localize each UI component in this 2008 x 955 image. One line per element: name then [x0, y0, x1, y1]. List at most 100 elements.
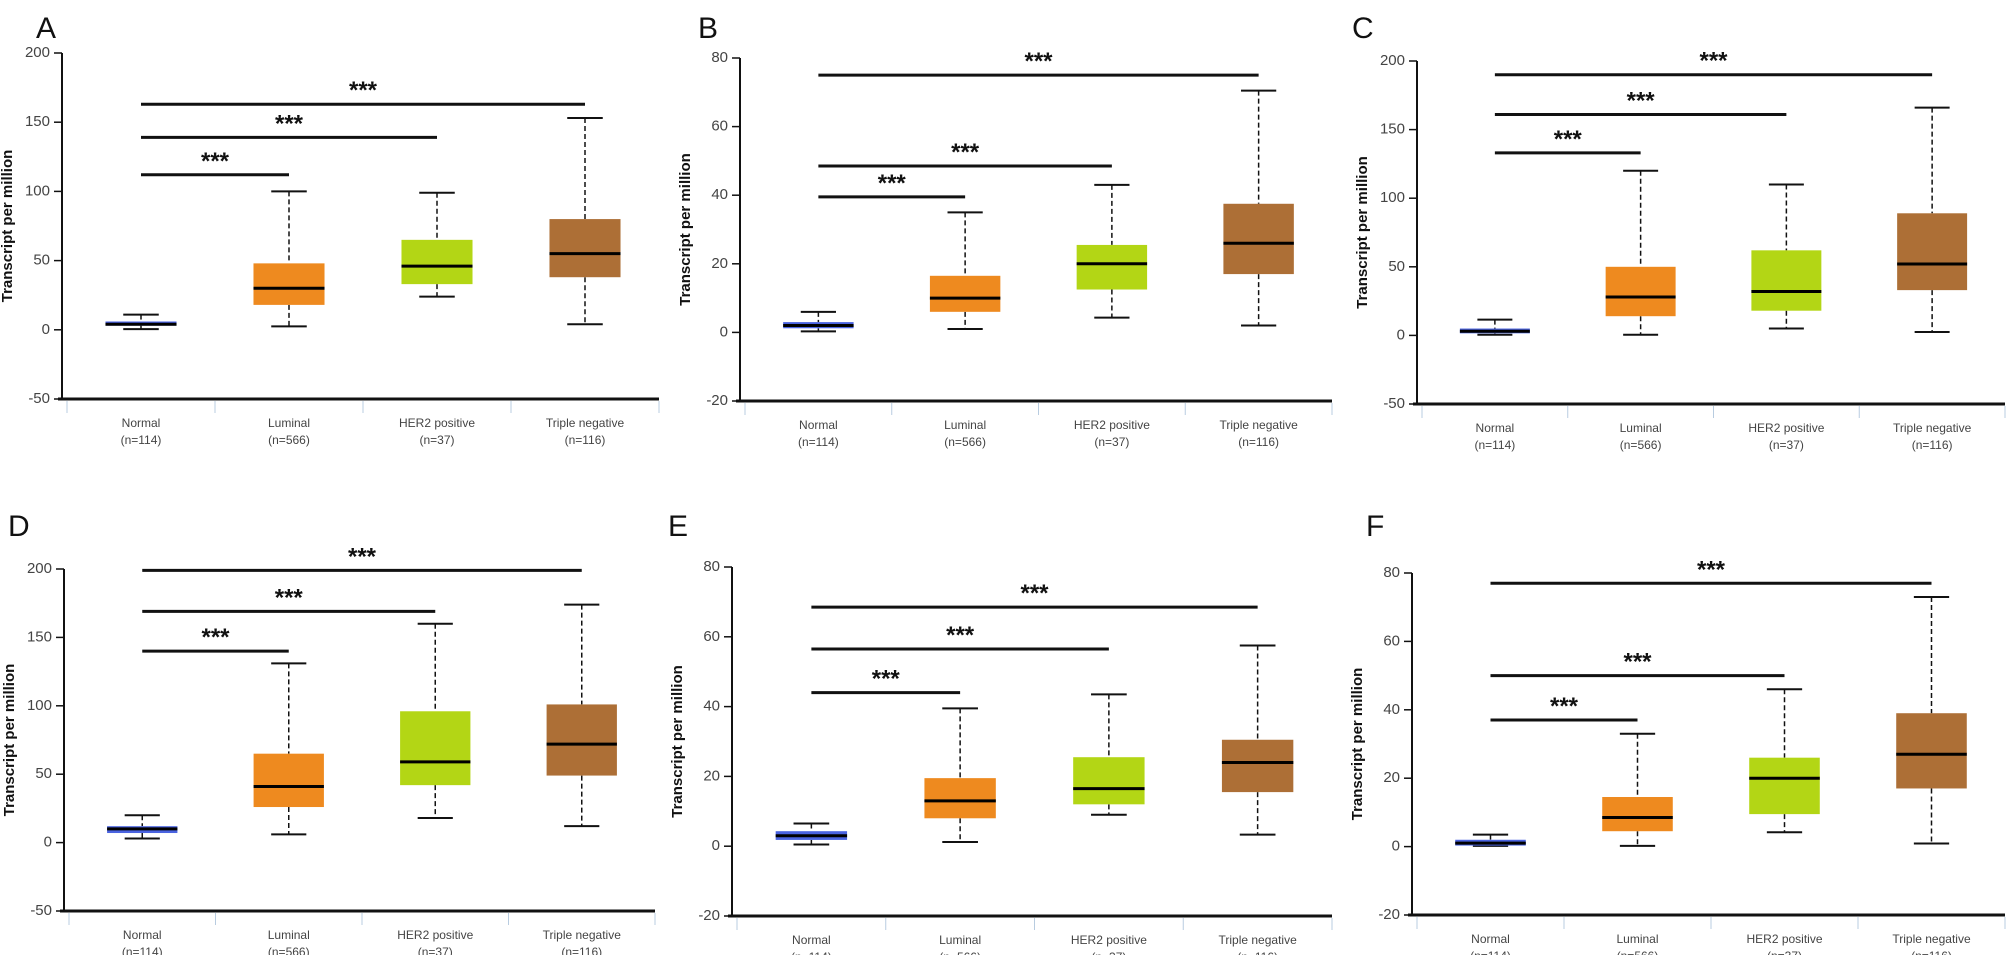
x-tick-count: (n=37): [1769, 438, 1804, 452]
x-tick-count: (n=37): [1091, 950, 1126, 955]
x-tick-label: Luminal: [1616, 932, 1658, 946]
box-luminal: [253, 662, 324, 836]
significance-label: ***: [201, 148, 230, 175]
y-tick-label: 0: [1392, 838, 1400, 855]
x-tick-count: (n=37): [419, 433, 454, 447]
box-luminal: [1602, 732, 1673, 847]
significance-label: ***: [946, 622, 975, 649]
x-tick-count: (n=566): [944, 435, 986, 449]
y-tick-label: 40: [703, 698, 720, 715]
y-tick-label: 60: [703, 628, 720, 645]
x-tick-label: Luminal: [939, 933, 981, 947]
significance-label: ***: [878, 170, 907, 197]
box-her2-positive: [400, 622, 471, 819]
significance-label: ***: [348, 543, 377, 570]
y-axis-label: Transcript per million: [1349, 668, 1366, 821]
iqr-box: [1221, 739, 1294, 793]
y-tick-label: 150: [25, 113, 50, 130]
iqr-box: [1896, 713, 1967, 789]
iqr-box: [1751, 250, 1822, 311]
x-tick-label: Luminal: [1620, 421, 1662, 435]
box-normal: [783, 310, 854, 333]
y-tick-label: 200: [25, 44, 50, 61]
iqr-box: [1076, 244, 1148, 290]
panel-d: D -50 0 50 100 150 200 Transcript per million No…: [1, 510, 656, 955]
panel-label: E: [668, 510, 688, 543]
y-tick-label: 20: [711, 255, 728, 272]
x-tick-count: (n=116): [1912, 438, 1953, 452]
x-tick-count: (n=114): [1470, 949, 1511, 955]
y-tick-label: -50: [1383, 395, 1405, 412]
y-tick-label: -50: [30, 902, 52, 919]
x-tick-count: (n=37): [1094, 435, 1129, 449]
panel-label: B: [698, 12, 718, 45]
x-tick-label: Luminal: [268, 928, 310, 942]
y-tick-label: 100: [1380, 189, 1405, 206]
y-tick-label: -50: [28, 390, 50, 407]
box-triple-negative: [1896, 595, 1967, 845]
x-tick-label: Triple negative: [546, 416, 625, 430]
y-tick-label: -20: [698, 907, 720, 924]
panel-label: C: [1352, 12, 1374, 45]
y-tick-label: 80: [703, 558, 720, 575]
x-tick-count: (n=37): [418, 945, 453, 955]
significance-label: ***: [1699, 48, 1728, 75]
panel-label: F: [1366, 510, 1384, 543]
y-tick-label: -20: [1378, 906, 1400, 923]
x-tick-count: (n=37): [1767, 949, 1802, 955]
iqr-box: [549, 219, 621, 278]
x-tick-count: (n=116): [1911, 949, 1952, 955]
y-tick-label: 40: [711, 186, 728, 203]
x-tick-label: Triple negative: [1219, 418, 1298, 432]
y-tick-label: 0: [712, 837, 720, 854]
iqr-box: [546, 704, 617, 776]
box-luminal: [1605, 169, 1676, 336]
x-tick-count: (n=116): [565, 433, 606, 447]
box-her2-positive: [1076, 183, 1148, 319]
iqr-box: [401, 239, 473, 285]
x-tick-count: (n=566): [1617, 949, 1659, 955]
panel-e: E -20 0 20 40 60 80 Transcript per million Norma…: [668, 510, 1333, 955]
x-tick-label: HER2 positive: [397, 928, 473, 942]
iqr-box: [929, 275, 1001, 312]
x-tick-label: Luminal: [268, 416, 310, 430]
y-tick-label: 60: [1383, 632, 1400, 649]
box-triple-negative: [1221, 644, 1294, 836]
iqr-box: [1073, 757, 1145, 805]
y-tick-label: 50: [35, 765, 52, 782]
iqr-box: [1223, 203, 1294, 275]
significance-label: ***: [1697, 556, 1726, 583]
box-triple-negative: [549, 117, 621, 326]
y-tick-label: 0: [44, 834, 52, 851]
x-tick-label: Triple negative: [1218, 933, 1297, 947]
box-triple-negative: [1897, 106, 1968, 333]
significance-label: ***: [349, 77, 378, 104]
x-tick-count: (n=566): [1620, 438, 1662, 452]
significance-label: ***: [1024, 48, 1053, 75]
box-triple-negative: [1223, 89, 1294, 327]
significance-label: ***: [275, 584, 304, 611]
x-tick-label: HER2 positive: [399, 416, 475, 430]
x-tick-label: HER2 positive: [1748, 421, 1824, 435]
significance-label: ***: [1627, 88, 1656, 115]
iqr-box: [1897, 213, 1968, 291]
x-tick-count: (n=114): [122, 945, 163, 955]
x-tick-count: (n=566): [939, 950, 981, 955]
significance-label: ***: [1623, 649, 1652, 676]
box-her2-positive: [1073, 693, 1145, 816]
significance-label: ***: [201, 624, 230, 651]
box-her2-positive: [1751, 183, 1822, 330]
significance-label: ***: [872, 666, 901, 693]
box-luminal: [929, 211, 1001, 330]
y-tick-label: 150: [1380, 121, 1405, 138]
panel-a: A -50 0 50 100 150 200 Transcript per million No…: [0, 12, 660, 447]
y-tick-label: 200: [1380, 52, 1405, 69]
iqr-box: [1749, 757, 1820, 815]
y-tick-label: 20: [1383, 769, 1400, 786]
x-tick-count: (n=114): [121, 433, 162, 447]
x-tick-count: (n=114): [1474, 438, 1515, 452]
x-tick-label: Normal: [122, 416, 161, 430]
x-tick-count: (n=114): [798, 435, 839, 449]
box-luminal: [924, 707, 996, 844]
